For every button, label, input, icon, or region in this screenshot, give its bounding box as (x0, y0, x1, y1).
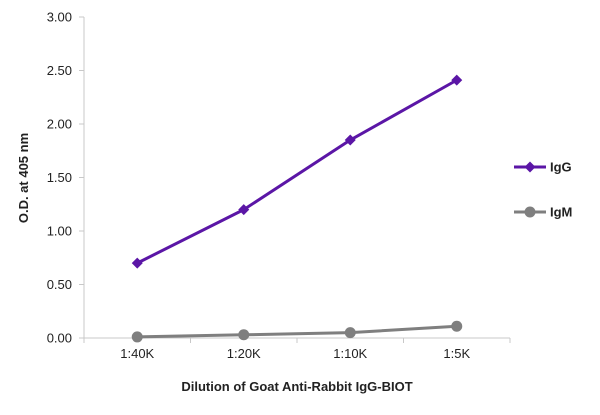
legend-item-igg: IgG (514, 160, 572, 175)
series-line-igm (137, 324, 457, 339)
legend-marker-igg (524, 161, 536, 173)
y-tick-label: 3.00 (47, 10, 72, 25)
x-axis-title: Dilution of Goat Anti-Rabbit IgG-BIOT (181, 379, 412, 394)
y-tick-label: 1.00 (47, 224, 72, 239)
legend-marker-igm (524, 206, 536, 218)
data-point-igm (451, 320, 463, 332)
y-tick-label: 2.50 (47, 63, 72, 78)
y-tick-label: 0.50 (47, 277, 72, 292)
series-igm (131, 320, 463, 343)
data-point-igm (344, 327, 356, 339)
data-point-igm (131, 331, 143, 343)
y-tick-label: 1.50 (47, 170, 72, 185)
y-axis-title: O.D. at 405 nm (16, 133, 31, 223)
series-igg (131, 74, 463, 269)
legend-item-igm: IgM (514, 205, 572, 220)
x-tick-label: 1:10K (333, 346, 367, 361)
y-tick-label: 0.00 (47, 331, 72, 346)
data-point-igg (238, 204, 250, 216)
data-point-igg (344, 134, 356, 146)
y-tick-label: 2.00 (47, 117, 72, 132)
x-tick-label: 1:20K (227, 346, 261, 361)
x-tick-label: 1:5K (443, 346, 470, 361)
data-point-igm (238, 329, 250, 341)
x-tick-label: 1:40K (120, 346, 154, 361)
legend-label-igg: IgG (550, 160, 572, 175)
data-point-igg (451, 74, 463, 86)
legend-label-igm: IgM (550, 205, 572, 220)
series-line-igg (136, 78, 458, 265)
data-point-igg (131, 257, 143, 269)
